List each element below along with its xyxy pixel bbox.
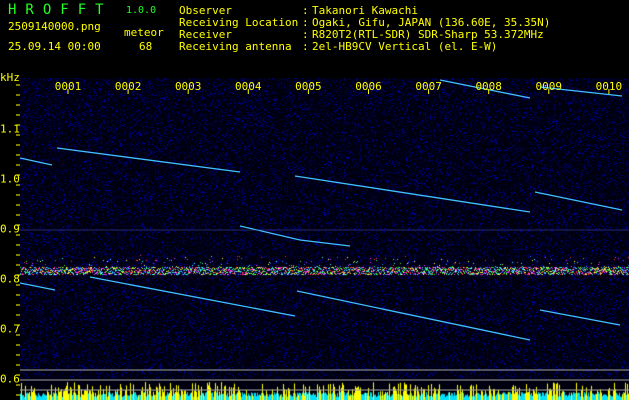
receiver-label: Receiver xyxy=(179,29,232,40)
freq-tick-label: 1.1 xyxy=(0,124,20,135)
freq-tick-label: 0.8 xyxy=(0,274,20,285)
meteor-label: meteor xyxy=(124,27,164,38)
meteor-echo-trace xyxy=(300,240,350,246)
meteor-echo-trace xyxy=(535,192,622,210)
app-logo: HROFFT xyxy=(8,2,113,18)
sep: : xyxy=(302,29,309,40)
meteor-echo-trace xyxy=(20,283,55,290)
antenna-value: 2el-HB9CV Vertical (el. E-W) xyxy=(312,41,497,52)
freq-tick-label: 1.0 xyxy=(0,174,20,185)
location-label: Receiving Location xyxy=(179,17,298,28)
time-tick-label: 0002 xyxy=(115,80,142,93)
meteor-echo-trace xyxy=(297,291,530,340)
antenna-label: Receiving antenna xyxy=(179,41,292,52)
app-version: 1.0.0 xyxy=(126,5,156,16)
datetime: 25.09.14 00:00 xyxy=(8,41,101,52)
meteor-echo-trace xyxy=(540,310,620,325)
time-tick-label: 0004 xyxy=(235,80,262,93)
time-tick-label: 0001 xyxy=(55,80,82,93)
time-tick-label: 0005 xyxy=(295,80,322,93)
meteor-echo-trace xyxy=(240,226,300,240)
meteor-echo-trace xyxy=(295,176,530,212)
freq-tick-label: 0.6 xyxy=(0,374,20,385)
time-tick-label: 0006 xyxy=(355,80,382,93)
time-tick-label: 0003 xyxy=(175,80,202,93)
freq-tick-label: 0.7 xyxy=(0,324,20,335)
freq-tick-label: 0.9 xyxy=(0,224,20,235)
time-tick-label: 0008 xyxy=(475,80,502,93)
time-tick-label: 0009 xyxy=(536,80,563,93)
sep: : xyxy=(302,5,309,16)
receiver-value: R820T2(RTL-SDR) SDR-Sharp 53.372MHz xyxy=(312,29,544,40)
time-tick-label: 0007 xyxy=(415,80,442,93)
observer-label: Observer xyxy=(179,5,232,16)
location-value: Ogaki, Gifu, JAPAN (136.60E, 35.35N) xyxy=(312,17,550,28)
meteor-echo-trace xyxy=(20,158,52,165)
axis-unit: kHz xyxy=(0,72,20,83)
filename: 2509140000.png xyxy=(8,21,101,32)
meteor-count: 68 xyxy=(139,41,152,52)
sep: : xyxy=(302,17,309,28)
meteor-echo-trace xyxy=(57,148,240,172)
observer-value: Takanori Kawachi xyxy=(312,5,418,16)
time-tick-label: 0010 xyxy=(596,80,623,93)
meteor-echo-trace xyxy=(90,277,295,316)
sep: : xyxy=(302,41,309,52)
